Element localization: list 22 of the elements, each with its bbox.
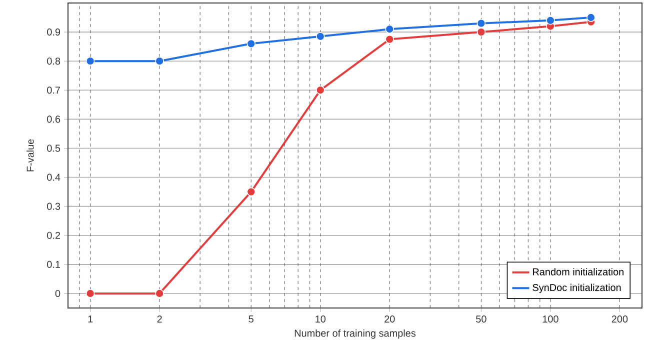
- x-tick-label: 5: [248, 316, 254, 322]
- x-tick-label: 200: [612, 316, 628, 323]
- legend-label: SynDoc initialization: [532, 284, 621, 294]
- y-tick-label: 0.2: [47, 232, 60, 239]
- x-tick-label: 10: [316, 316, 326, 323]
- y-tick-label: 0.4: [47, 174, 60, 181]
- x-axis-title: Number of training samples: [294, 329, 416, 339]
- y-tick-label: 0.9: [47, 28, 60, 36]
- y-tick-label: 0.1: [47, 260, 60, 268]
- x-tick-label: 100: [542, 316, 558, 323]
- x-tick-label: 1: [88, 316, 93, 322]
- y-tick-label: 0.5: [47, 144, 60, 152]
- y-tick-label: 0.3: [47, 202, 60, 210]
- y-tick-label: 0.8: [47, 58, 60, 65]
- y-tick-label: 0: [55, 290, 60, 297]
- x-tick-label: 20: [384, 316, 395, 323]
- y-tick-label: 0.7: [47, 86, 60, 94]
- legend-label: Random initialization: [533, 268, 624, 276]
- x-tick-label: 50: [476, 316, 486, 323]
- y-axis-title: F-value: [26, 139, 34, 172]
- y-tick-label: 0.6: [47, 116, 60, 123]
- x-tick-label: 2: [157, 316, 162, 322]
